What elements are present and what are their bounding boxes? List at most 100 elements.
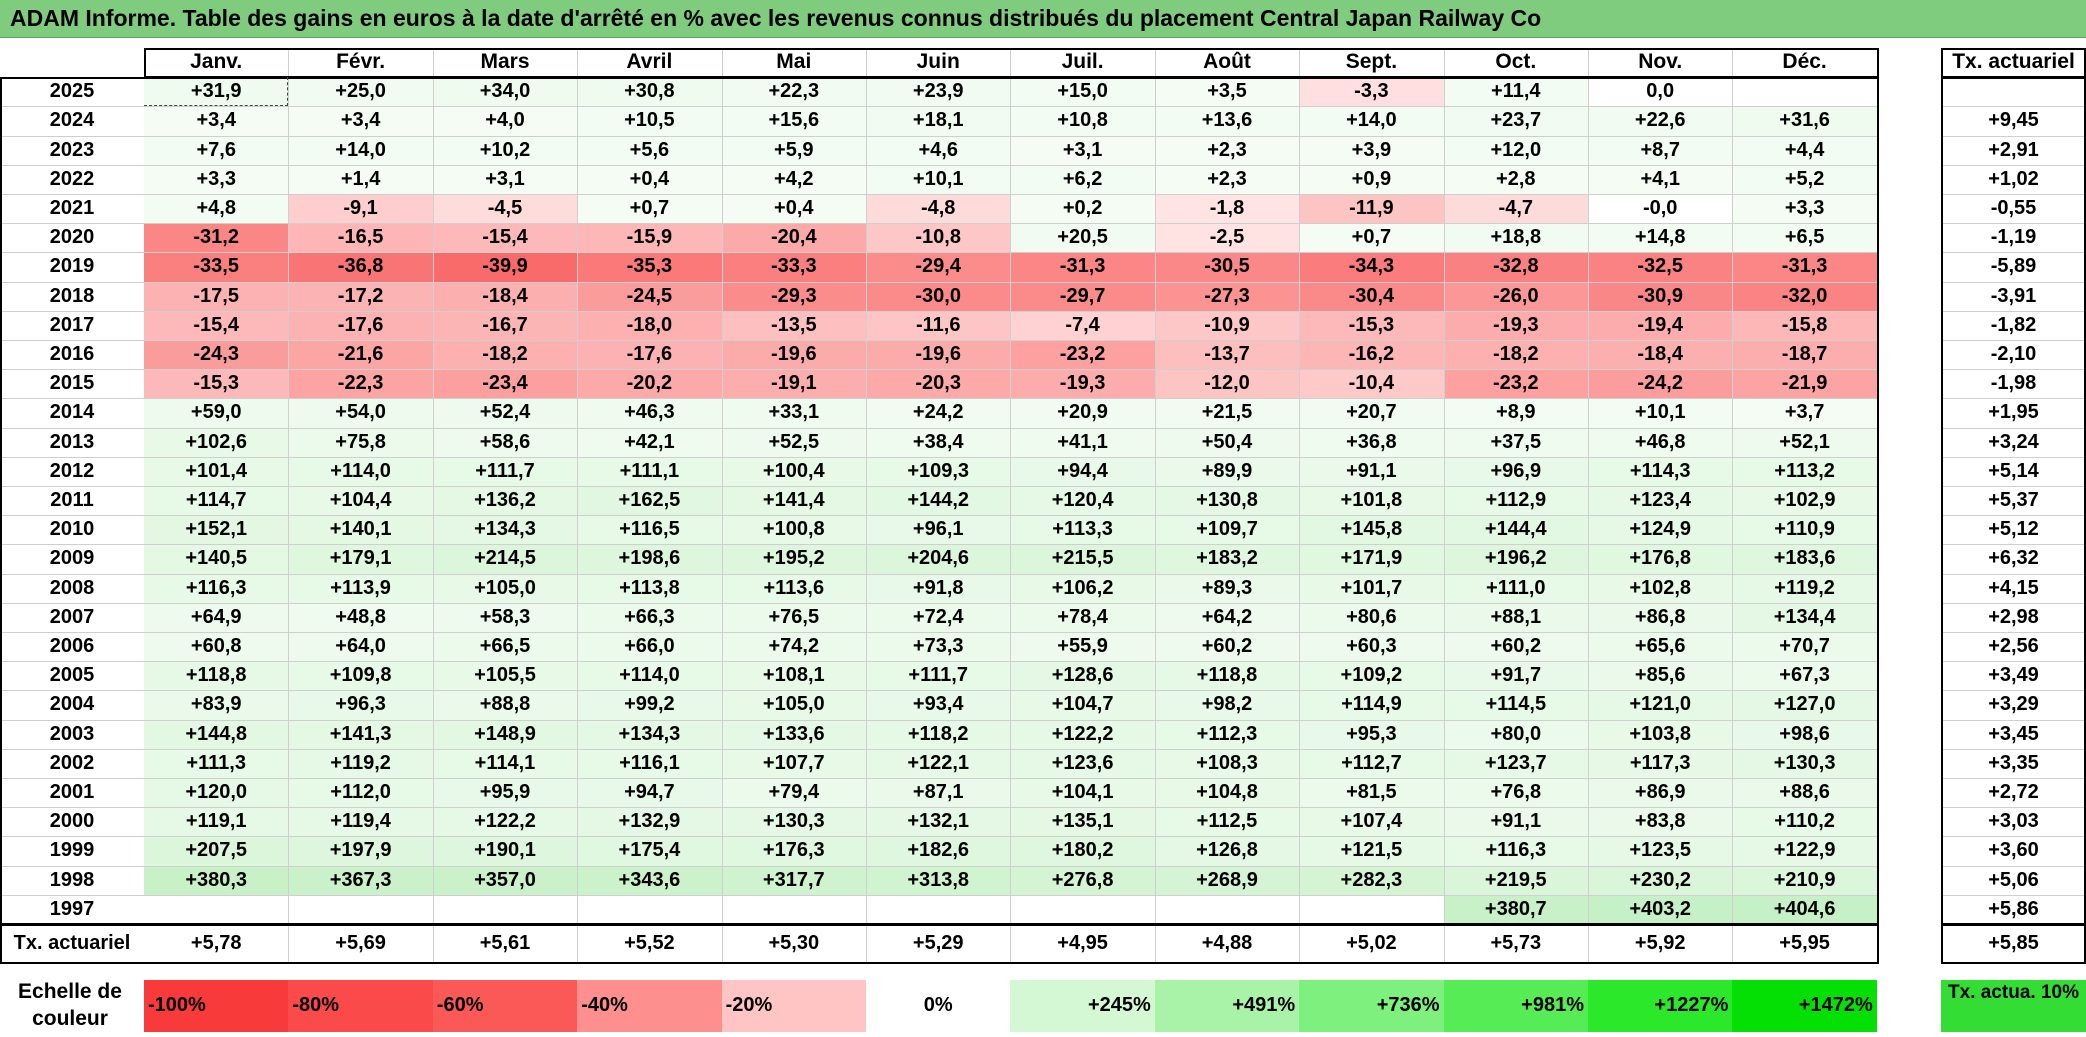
- table-cell: +343,6: [577, 865, 722, 895]
- report-title: ADAM Informe. Table des gains en euros à…: [10, 5, 1542, 31]
- footer-cell: +5,78: [190, 932, 242, 954]
- table-cell: +109,2: [1299, 661, 1444, 691]
- color-scale-swatch: -60%: [432, 980, 578, 1032]
- table-cell: +134,4: [1732, 602, 1877, 632]
- table-cell: +2,3: [1154, 164, 1300, 194]
- table-cell: +135,1: [1010, 807, 1155, 837]
- year-label: 2024: [49, 109, 95, 132]
- table-cell: +60,2: [1154, 632, 1300, 662]
- table-cell: -0,0: [1588, 194, 1733, 224]
- rate-cell: [1941, 77, 2086, 106]
- table-cell: +46,8: [1588, 427, 1733, 457]
- table-cell: +183,2: [1154, 544, 1300, 574]
- year-label: 2014: [49, 401, 95, 424]
- rate-cell: +3,24: [1988, 430, 2039, 453]
- table-cell: +41,1: [1010, 427, 1155, 457]
- rate-cell: +3,35: [1988, 751, 2039, 774]
- table-cell: +112,0: [288, 778, 433, 808]
- table-cell: +4,8: [144, 194, 289, 224]
- table-cell: +122,1: [866, 748, 1011, 778]
- table-cell: -32,5: [1588, 252, 1733, 282]
- table-cell: +73,3: [866, 632, 1011, 662]
- table-cell: -20,4: [721, 223, 866, 253]
- rate-cell: -2,10: [1990, 343, 2037, 365]
- table-cell: +18,1: [866, 106, 1011, 136]
- table-cell: +52,4: [432, 398, 578, 428]
- table-cell: +117,3: [1588, 748, 1733, 778]
- month-header: Févr.: [336, 50, 386, 73]
- table-cell: +34,0: [432, 77, 578, 107]
- table-cell: -33,5: [144, 252, 289, 282]
- title-bar: ADAM Informe. Table des gains en euros à…: [0, 0, 2086, 38]
- table-cell: -9,1: [288, 194, 433, 224]
- year-label: 2008: [49, 576, 95, 599]
- color-scale-swatch: +1227%: [1588, 980, 1733, 1032]
- table-cell: +3,7: [1732, 398, 1877, 428]
- rate-cell: +5,06: [1988, 868, 2039, 891]
- table-cell: -17,5: [144, 281, 289, 311]
- table-cell: -15,4: [432, 223, 578, 253]
- table-cell: [288, 894, 433, 924]
- table-cell: +210,9: [1732, 865, 1877, 895]
- table-cell: -19,6: [866, 340, 1011, 370]
- year-label: 2010: [49, 518, 95, 541]
- table-cell: +110,2: [1732, 807, 1877, 837]
- year-label: 2017: [49, 313, 95, 336]
- table-cell: +80,0: [1443, 719, 1588, 749]
- month-header: Avril: [626, 50, 673, 73]
- table-cell: -18,4: [432, 281, 578, 311]
- table-cell: +101,8: [1299, 486, 1444, 516]
- table-cell: +105,0: [432, 573, 578, 603]
- table-cell: +64,2: [1154, 602, 1300, 632]
- table-cell: +96,9: [1443, 456, 1588, 486]
- table-cell: -18,0: [577, 310, 722, 340]
- table-cell: +21,5: [1154, 398, 1300, 428]
- table-cell: +6,5: [1732, 223, 1877, 253]
- table-cell: +118,8: [1154, 661, 1300, 691]
- table-cell: +144,8: [144, 719, 289, 749]
- table-cell: +123,4: [1588, 486, 1733, 516]
- table-cell: -30,5: [1154, 252, 1300, 282]
- table-cell: -4,8: [866, 194, 1011, 224]
- year-label: 2025: [49, 80, 95, 103]
- table-cell: +0,9: [1299, 164, 1444, 194]
- footer-cell: +5,52: [624, 932, 675, 954]
- footer-cell: +5,02: [1346, 932, 1397, 954]
- table-cell: +101,4: [144, 456, 289, 486]
- table-cell: +102,6: [144, 427, 289, 457]
- table-cell: -24,5: [577, 281, 722, 311]
- table-cell: +102,8: [1588, 573, 1733, 603]
- year-label: 2013: [49, 430, 95, 453]
- table-cell: +114,0: [577, 661, 722, 691]
- table-cell: +108,1: [721, 661, 866, 691]
- table-cell: +89,3: [1154, 573, 1300, 603]
- table-cell: +134,3: [577, 719, 722, 749]
- table-cell: +107,7: [721, 748, 866, 778]
- table-cell: -11,6: [866, 310, 1011, 340]
- table-cell: +10,1: [866, 164, 1011, 194]
- table-cell: +182,6: [866, 836, 1011, 866]
- table-cell: +144,2: [866, 486, 1011, 516]
- rate-cell: +2,56: [1988, 635, 2039, 657]
- table-cell: +112,7: [1299, 748, 1444, 778]
- table-cell: +106,2: [1010, 573, 1155, 603]
- rate-cell: -1,98: [1990, 372, 2037, 395]
- table-cell: -10,9: [1154, 310, 1300, 340]
- year-label: 1999: [49, 839, 95, 862]
- table-cell: +176,8: [1588, 544, 1733, 574]
- table-cell: -13,7: [1154, 340, 1300, 370]
- table-cell: -29,4: [866, 252, 1011, 282]
- table-cell: +76,8: [1443, 778, 1588, 808]
- table-cell: +5,2: [1732, 164, 1877, 194]
- year-label: 2012: [49, 459, 95, 482]
- table-cell: +6,2: [1010, 164, 1155, 194]
- table-cell: +171,9: [1299, 544, 1444, 574]
- table-cell: +64,9: [144, 602, 289, 632]
- year-label: 2016: [49, 343, 95, 365]
- table-cell: +175,4: [577, 836, 722, 866]
- table-cell: +20,5: [1010, 223, 1155, 253]
- color-scale-swatch: -100%: [144, 980, 289, 1032]
- table-cell: +76,5: [721, 602, 866, 632]
- month-header: Oct.: [1495, 50, 1537, 73]
- table-cell: +118,8: [144, 661, 289, 691]
